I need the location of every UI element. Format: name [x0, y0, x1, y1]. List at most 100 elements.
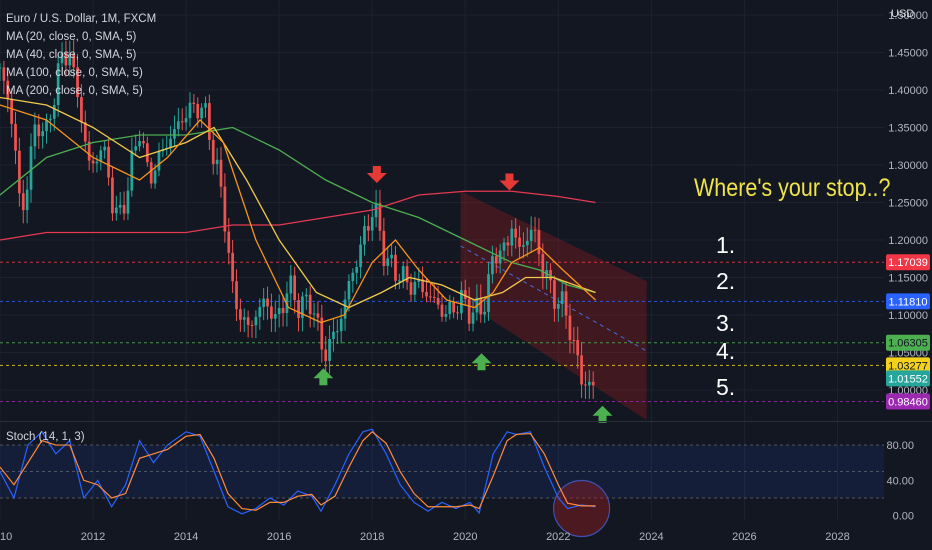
currency-label[interactable]: USD — [891, 8, 915, 20]
list-item-1: 1. — [716, 232, 736, 258]
price-tick-label: 1.40000 — [888, 85, 928, 97]
list-item-4: 4. — [716, 338, 736, 364]
candle-body — [142, 141, 145, 144]
candle-body — [223, 186, 227, 232]
candle-body — [467, 298, 471, 324]
candle-body — [522, 245, 525, 247]
candle-body — [211, 139, 215, 165]
candle-body — [506, 242, 510, 246]
stoch-tick-label: 0.00 — [893, 511, 914, 523]
price-tag-label: 1.01552 — [888, 373, 928, 385]
candle-body — [347, 281, 351, 300]
candle-body — [149, 162, 153, 184]
ma200-label: MA (200, close, 0, SMA, 5) — [6, 85, 143, 97]
candle-body — [114, 207, 118, 214]
price-tag-4 — [886, 370, 930, 387]
candle-body — [138, 141, 141, 147]
candle-body — [301, 296, 304, 318]
candle-body — [397, 280, 401, 282]
candle-body — [359, 244, 362, 268]
candle-body — [215, 159, 219, 165]
candle-body — [227, 231, 231, 253]
candle-body — [374, 203, 378, 218]
candle-body — [45, 120, 48, 132]
candle-body — [130, 150, 134, 191]
candle-body — [568, 315, 572, 340]
candle-body — [41, 131, 45, 137]
candle-body — [157, 151, 161, 171]
candle-body — [587, 381, 591, 386]
candle-body — [239, 309, 242, 320]
price-tick-label: 1.25000 — [888, 198, 928, 210]
candle-body — [180, 121, 184, 123]
candle-body — [72, 53, 76, 68]
candle-body — [386, 258, 390, 267]
candle-body — [436, 297, 440, 305]
candle-body — [556, 303, 560, 309]
candle-body — [572, 339, 576, 341]
candle-body — [68, 53, 72, 66]
candle-body — [184, 118, 188, 123]
ma40-label: MA (40, close, 0, SMA, 5) — [6, 49, 137, 61]
candle-body — [432, 296, 436, 298]
candle-body — [200, 107, 203, 119]
candle-body — [409, 282, 413, 295]
candle-body — [242, 317, 246, 320]
candle-body — [463, 290, 467, 299]
price-tag-label: 1.11810 — [889, 296, 928, 308]
down-arrow-icon — [499, 173, 520, 191]
candle-body — [281, 307, 285, 314]
candle-body — [21, 193, 25, 211]
price-tick-label: 1.30000 — [888, 160, 928, 172]
list-item-3: 3. — [716, 310, 736, 336]
time-tick-label: 2024 — [639, 531, 663, 543]
candle-body — [254, 316, 258, 326]
candle-body — [413, 281, 417, 295]
candle-body — [49, 118, 52, 121]
candle-body — [270, 306, 273, 319]
candle-body — [529, 229, 533, 241]
candle-body — [219, 159, 223, 187]
candle-body — [390, 254, 393, 259]
candle-body — [153, 170, 157, 184]
candle-body — [564, 291, 568, 316]
time-tick-label: 2012 — [81, 531, 105, 543]
candle-body — [308, 294, 312, 315]
candle-body — [277, 307, 281, 314]
candle-body — [429, 296, 432, 298]
candle-body — [494, 256, 498, 264]
price-tag-0 — [886, 254, 930, 271]
candle-body — [339, 318, 343, 332]
candle-body — [0, 67, 2, 69]
candle-body — [289, 275, 293, 294]
candle-body — [95, 161, 99, 164]
candle-body — [440, 304, 444, 317]
candle-body — [553, 280, 556, 309]
candle-body — [235, 281, 238, 310]
candle-body — [208, 103, 211, 140]
candle-body — [502, 242, 506, 251]
candle-body — [591, 381, 595, 386]
annotation-title: Where's your stop..? — [694, 174, 891, 202]
candle-body — [460, 290, 463, 314]
candle-body — [448, 301, 452, 314]
candle-body — [118, 204, 122, 208]
time-tick-label: 2028 — [825, 531, 849, 543]
candle-body — [266, 298, 269, 307]
price-tick-label: 1.20000 — [888, 235, 928, 247]
price-tag-2 — [886, 334, 930, 351]
candle-body — [514, 228, 518, 238]
candle-body — [14, 123, 17, 151]
candle-body — [417, 279, 421, 282]
time-tick-label: 2020 — [453, 531, 477, 543]
oversold-highlight — [552, 479, 611, 538]
candle-body — [258, 307, 262, 317]
candle-body — [111, 177, 114, 214]
candle-body — [541, 253, 545, 277]
candle-body — [335, 331, 339, 333]
price-tick-label: 1.45000 — [888, 48, 928, 60]
candle-body — [510, 228, 514, 246]
time-tick-label: 2022 — [546, 531, 570, 543]
candle-body — [33, 124, 37, 147]
